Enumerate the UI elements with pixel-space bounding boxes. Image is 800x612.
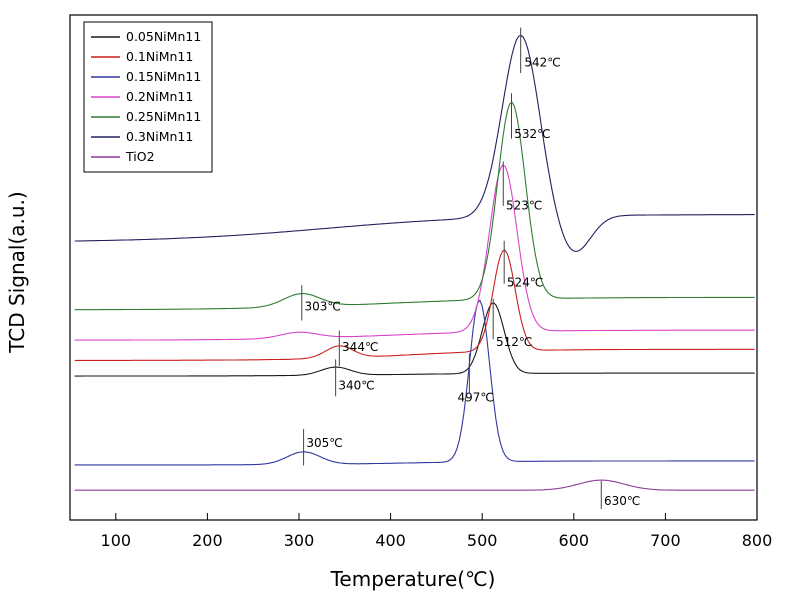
x-axis-title: Temperature(℃) <box>330 567 496 591</box>
x-tick-label: 300 <box>284 531 315 550</box>
x-tick-label: 700 <box>650 531 681 550</box>
x-tick-label: 500 <box>467 531 498 550</box>
plot-border <box>69 14 758 521</box>
legend-label-0.2NiMn11: 0.2NiMn11 <box>126 89 193 104</box>
x-tick-label: 200 <box>192 531 223 550</box>
series-TiO2 <box>74 479 755 491</box>
peak-annotation: 344℃ <box>342 340 378 354</box>
legend-label-0.1NiMn11: 0.1NiMn11 <box>126 49 193 64</box>
series-0.25NiMn11 <box>74 101 755 311</box>
legend-label-0.25NiMn11: 0.25NiMn11 <box>126 109 201 124</box>
legend-label-0.15NiMn11: 0.15NiMn11 <box>126 69 201 84</box>
legend-label-0.3NiMn11: 0.3NiMn11 <box>126 129 193 144</box>
peak-annotation: 532℃ <box>514 127 550 141</box>
series-0.1NiMn11 <box>74 249 755 361</box>
peak-annotation: 523℃ <box>506 198 542 212</box>
series-0.15NiMn11 <box>74 299 755 466</box>
peak-annotation: 305℃ <box>306 436 342 450</box>
peak-annotation: 524℃ <box>507 276 543 290</box>
peak-annotation: 630℃ <box>604 494 640 508</box>
chart-dynamic-layer: 100 200 300 400 500 600 700 800 303℃ 344℃ 340℃ 305℃… <box>74 21 773 550</box>
peak-annotation: 542℃ <box>524 56 560 70</box>
y-axis-title: TCD Signal(a.u.) <box>5 191 29 353</box>
x-tick-label: 600 <box>559 531 590 550</box>
peak-annotation: 340℃ <box>338 379 374 393</box>
x-tick-label: 100 <box>101 531 132 550</box>
x-tick-label: 400 <box>375 531 406 550</box>
series-0.2NiMn11 <box>74 164 755 341</box>
series-0.3NiMn11 <box>74 34 755 252</box>
peak-annotation: 303℃ <box>304 299 340 313</box>
series-0.05NiMn11 <box>74 302 755 377</box>
legend-label-0.05NiMn11: 0.05NiMn11 <box>126 29 201 44</box>
legend-label-TiO2: TiO2 <box>125 149 155 164</box>
peak-annotation: 512℃ <box>496 335 532 349</box>
x-tick-label: 800 <box>742 531 773 550</box>
peak-annotation: 497℃ <box>457 390 493 404</box>
